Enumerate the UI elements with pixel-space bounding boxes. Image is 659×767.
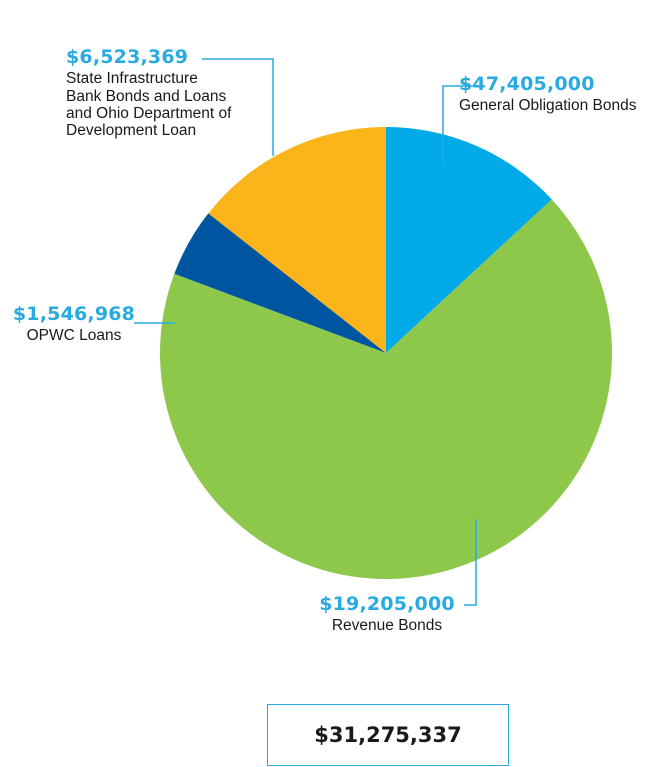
total-amount-box: $31,275,337 (267, 704, 509, 766)
description-revenue: Revenue Bonds (331, 617, 443, 635)
label-revenue: $19,205,000 Revenue Bonds (310, 593, 464, 635)
leader-line-revenue (464, 519, 477, 606)
total-amount: $31,275,337 (314, 723, 462, 747)
label-opwc: $1,546,968 OPWC Loans (12, 303, 136, 345)
amount-state-infrastructure: $6,523,369 (66, 46, 189, 68)
description-opwc: OPWC Loans (26, 327, 122, 345)
pie-slice-state-infrastructure (208, 126, 386, 353)
pie-slice-opwc (174, 213, 386, 353)
label-state-infrastructure: $6,523,369 State Infrastructure Bank Bon… (66, 46, 266, 140)
pie-slice-general-obligation (386, 127, 552, 353)
leader-line-state-infrastructure (202, 58, 274, 156)
label-general-obligation: $47,405,000 General Obligation Bonds (459, 73, 637, 115)
description-state-infrastructure: State Infrastructure Bank Bonds and Loan… (66, 70, 232, 140)
pie-slice-revenue (160, 199, 613, 579)
leader-line-general-obligation (442, 85, 473, 164)
description-general-obligation: General Obligation Bonds (459, 97, 637, 115)
amount-revenue: $19,205,000 (319, 593, 455, 615)
amount-general-obligation: $47,405,000 (459, 73, 595, 95)
amount-opwc: $1,546,968 (12, 303, 136, 325)
